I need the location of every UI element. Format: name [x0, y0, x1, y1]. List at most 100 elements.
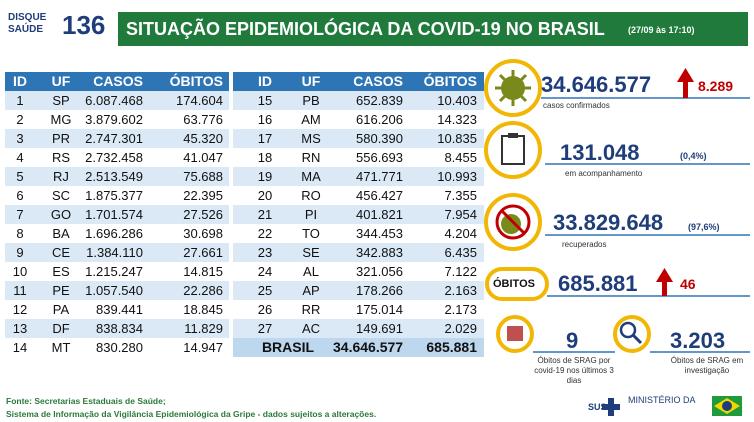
- table-cell: 7.954: [444, 207, 477, 222]
- table-row: 23 SE 342.883 6.435: [233, 243, 484, 262]
- table-cell: 21: [257, 207, 273, 222]
- table-cell: 342.883: [356, 245, 403, 260]
- table-cell: 1.701.574: [85, 207, 143, 222]
- column-header: UF: [301, 73, 321, 89]
- table-cell: 12: [12, 302, 28, 317]
- table-row: 22 TO 344.453 4.204: [233, 224, 484, 243]
- table-cell: 10.403: [437, 93, 477, 108]
- table-cell: 11: [13, 283, 27, 298]
- table-cell: 22.286: [183, 283, 223, 298]
- table-cell: 75.688: [183, 169, 223, 184]
- table-row: 24 AL 321.056 7.122: [233, 262, 484, 281]
- deaths-label: ÓBITOS: [493, 278, 535, 290]
- table-row: 25 AP 178.266 2.163: [233, 281, 484, 300]
- table-row: 26 RR 175.014 2.173: [233, 300, 484, 319]
- deaths-delta: 46: [680, 276, 696, 292]
- table-cell: PR: [51, 131, 71, 146]
- table-cell: 149.691: [356, 321, 403, 336]
- total-row: BRASIL 34.646.577 685.881: [233, 338, 484, 357]
- logo-line2: SAÚDE: [8, 24, 44, 35]
- table-cell: 1.215.247: [85, 264, 143, 279]
- table-cell: 838.834: [96, 321, 143, 336]
- table-cell: 580.390: [356, 131, 403, 146]
- table-cell: 830.280: [96, 340, 143, 355]
- table-cell: 2: [16, 112, 24, 127]
- table-row: 10 ES 1.215.247 14.815: [5, 262, 229, 281]
- cases-label: casos confirmados: [543, 101, 610, 110]
- table-cell: 63.776: [183, 112, 223, 127]
- table-row: 8 BA 1.696.286 30.698: [5, 224, 229, 243]
- recovered-label: recuperados: [562, 240, 607, 249]
- total-cell: 685.881: [426, 339, 477, 355]
- table-cell: 20: [257, 188, 273, 203]
- logo-number: 136: [62, 10, 106, 40]
- table-cell: MA: [301, 169, 321, 184]
- table-cell: SC: [51, 188, 71, 203]
- table-cell: 1.875.377: [85, 188, 143, 203]
- table-row: 27 AC 149.691 2.029: [233, 319, 484, 338]
- table-cell: MG: [50, 112, 72, 127]
- table-cell: 8.455: [444, 150, 477, 165]
- table-row: 21 PI 401.821 7.954: [233, 205, 484, 224]
- monitoring-value: 131.048: [560, 140, 640, 165]
- footer-line: Sistema de Informação da Vigilância Epid…: [6, 409, 377, 419]
- footer-line: Fonte: Secretarias Estaduais de Saúde;: [6, 396, 166, 406]
- table-row: 16 AM 616.206 14.323: [233, 110, 484, 129]
- table-cell: 2.747.301: [85, 131, 143, 146]
- table-cell: 456.427: [356, 188, 403, 203]
- table-cell: 25: [257, 283, 273, 298]
- table-cell: DF: [52, 321, 70, 336]
- table-cell: 7.122: [444, 264, 477, 279]
- header-row: ID UF CASOS ÓBITOS: [233, 72, 484, 91]
- table-cell: 45.320: [183, 131, 223, 146]
- table-cell: PA: [52, 302, 70, 317]
- table-cell: RJ: [53, 169, 69, 184]
- table-cell: 15: [257, 93, 273, 108]
- table-cell: 23: [257, 245, 273, 260]
- table-cell: 26: [257, 302, 273, 317]
- deaths-value: 685.881: [558, 271, 638, 296]
- table-row: 3 PR 2.747.301 45.320: [5, 129, 229, 148]
- table-cell: 401.821: [356, 207, 403, 222]
- table-cell: 17: [257, 131, 273, 146]
- table-cell: 7.355: [444, 188, 477, 203]
- table-cell: SE: [302, 245, 320, 260]
- table-row: 11 PE 1.057.540 22.286: [5, 281, 229, 300]
- table-row: 6 SC 1.875.377 22.395: [5, 186, 229, 205]
- table-cell: 839.441: [96, 302, 143, 317]
- srag-recent-value: 9: [566, 328, 579, 353]
- ministry-name: MINISTÉRIO DA: [628, 395, 696, 405]
- table-row: 20 RO 456.427 7.355: [233, 186, 484, 205]
- table-cell: AP: [302, 283, 320, 298]
- srag-investigation-value: 3.203: [670, 328, 726, 353]
- table-cell: 18.845: [183, 302, 223, 317]
- table-row: 15 PB 652.839 10.403: [233, 91, 484, 110]
- table-cell: 321.056: [356, 264, 403, 279]
- table-cell: 616.206: [356, 112, 403, 127]
- table-cell: MS: [301, 131, 321, 146]
- table-cell: 22: [257, 226, 273, 241]
- table-row: 7 GO 1.701.574 27.526: [5, 205, 229, 224]
- table-cell: 14.947: [183, 340, 223, 355]
- table-row: 2 MG 3.879.602 63.776: [5, 110, 229, 129]
- table-row: 4 RS 2.732.458 41.047: [5, 148, 229, 167]
- header-timestamp: (27/09 às 17:10): [628, 25, 695, 35]
- table-cell: PB: [302, 93, 320, 108]
- recovered-value: 33.829.648: [553, 210, 664, 235]
- table-row: 9 CE 1.384.110 27.661: [5, 243, 229, 262]
- table-cell: 24: [257, 264, 273, 279]
- table-cell: RO: [301, 188, 321, 203]
- srag-recent-label: Óbitos de SRAG por covid-19 nos últimos …: [534, 356, 614, 385]
- table-cell: 178.266: [356, 283, 403, 298]
- total-cell: BRASIL: [261, 339, 315, 355]
- table-cell: 27: [257, 321, 273, 336]
- table-cell: 27.661: [183, 245, 223, 260]
- table-cell: BA: [52, 226, 70, 241]
- table-cell: MT: [51, 340, 71, 355]
- table-cell: 14.323: [437, 112, 477, 127]
- header-title: SITUAÇÃO EPIDEMIOLÓGICA DA COVID-19 NO B…: [126, 19, 605, 39]
- table-cell: 652.839: [356, 93, 403, 108]
- table-cell: 6.435: [444, 245, 477, 260]
- table-cell: AL: [303, 264, 319, 279]
